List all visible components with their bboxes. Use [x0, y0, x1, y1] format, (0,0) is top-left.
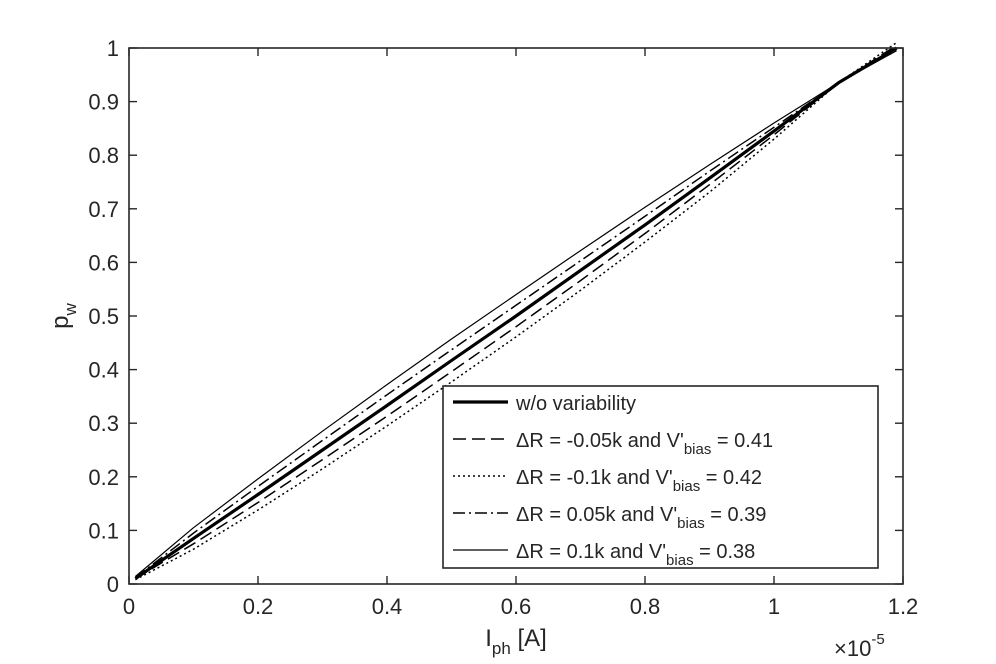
y-tick-label: 0.6: [88, 250, 119, 275]
plot-frame: [128, 47, 904, 585]
legend-label-value: = 0.41: [711, 430, 773, 452]
legend-box: [442, 385, 879, 569]
y-tick-label: 0.5: [88, 304, 119, 329]
y-tick-label: 0.9: [88, 90, 119, 115]
x-tick-label: 0.8: [630, 594, 661, 619]
x-axis-label-unit: [A]: [511, 625, 547, 652]
y-tick-label: 0.3: [88, 411, 119, 436]
legend-label-5: ΔR = 0.1k and V'bias = 0.38: [516, 541, 755, 569]
x-axis-exponent-power: -5: [871, 631, 884, 648]
y-tick-label: 0.7: [88, 197, 119, 222]
x-tick-label: 0.4: [372, 594, 403, 619]
legend-label-subscript: bias: [684, 441, 712, 458]
series-line-3: [135, 41, 898, 581]
legend-label-text: ΔR = -0.05k and V': [516, 430, 684, 452]
x-axis-label-main: I: [485, 625, 492, 652]
x-tick-label: 0: [123, 594, 135, 619]
legend-label-subscript: bias: [666, 552, 694, 569]
y-tick-label: 0.2: [88, 465, 119, 490]
legend-label-text: ΔR = 0.1k and V': [516, 541, 666, 563]
legend-label-value: = 0.39: [705, 504, 767, 526]
x-axis-label-sub: ph: [492, 639, 511, 658]
legend-label-1: w/o variability: [515, 393, 636, 415]
series-line-4: [134, 48, 897, 579]
legend-label-text: ΔR = -0.1k and V': [516, 467, 673, 489]
legend-label-3: ΔR = -0.1k and V'bias = 0.42: [516, 467, 762, 495]
x-tick-label: 0.6: [501, 594, 532, 619]
x-axis-exponent: ×10-5: [834, 631, 885, 661]
x-tick-label: 0.2: [243, 594, 274, 619]
legend-label-subscript: bias: [673, 478, 701, 495]
y-tick-label: 0.1: [88, 518, 119, 543]
y-tick-label: 0.8: [88, 143, 119, 168]
legend-label-value: = 0.38: [694, 541, 756, 563]
legend-label-value: = 0.42: [700, 467, 762, 489]
y-tick-label: 0: [107, 572, 119, 597]
series-line-5: [135, 50, 897, 577]
y-axis-label-main: p: [47, 315, 74, 328]
legend-label-text: w/o variability: [515, 393, 636, 415]
legend-label-subscript: bias: [677, 515, 705, 532]
x-tick-label: 1.2: [888, 594, 919, 619]
y-tick-label: 1: [107, 36, 119, 61]
x-axis-label: Iph [A]: [485, 625, 547, 658]
series-line-1: [134, 46, 898, 580]
legend-label-2: ΔR = -0.05k and V'bias = 0.41: [516, 430, 773, 458]
plot-lines: [134, 41, 898, 581]
tick-labels: 0 0.2 0.4 0.6 0.8 1 1.2 0 0.1 0.2 0.3 0.4 0.5 0.6 0.7 0…: [88, 36, 918, 619]
x-tick-label: 1: [768, 594, 780, 619]
legend-label-4: ΔR = 0.05k and V'bias = 0.39: [516, 504, 766, 532]
series-line-2: [135, 44, 898, 580]
y-axis-label-sub: w: [61, 302, 80, 316]
legend-label-text: ΔR = 0.05k and V': [516, 504, 677, 526]
y-axis-label: pw: [47, 302, 80, 328]
x-axis-exponent-base: ×10: [834, 636, 871, 661]
y-tick-label: 0.4: [88, 358, 119, 383]
